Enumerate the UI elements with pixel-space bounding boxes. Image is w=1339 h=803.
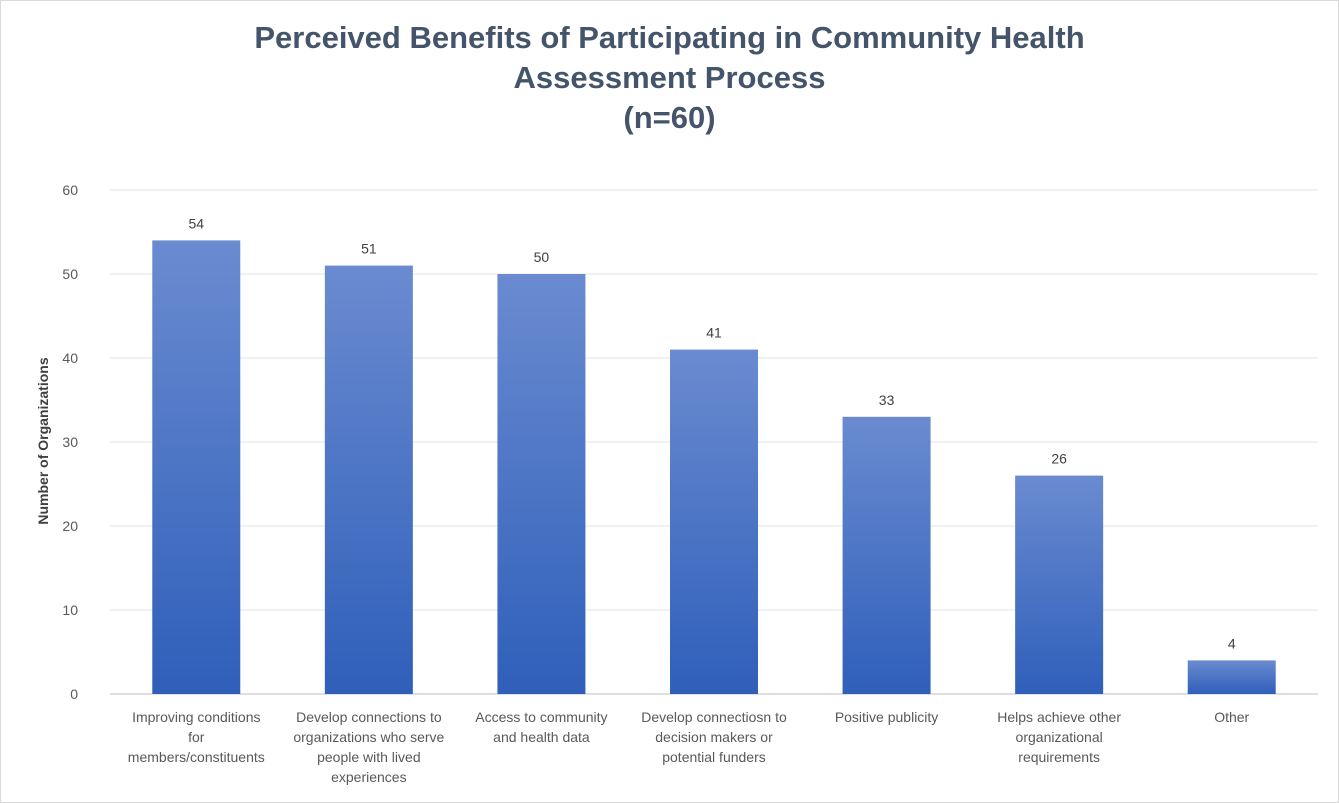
x-tick-label: Positive publicity [835,709,939,725]
y-tick-label: 50 [62,266,78,282]
bar [842,416,931,694]
y-tick-label: 10 [62,602,78,618]
x-tick-label: Other [1214,709,1249,725]
chart-title: Perceived Benefits of Participating in C… [0,18,1339,138]
data-label: 50 [534,249,550,265]
bar [324,265,413,694]
y-tick-label: 60 [62,182,78,198]
x-tick-label: and health data [493,729,590,745]
data-label: 51 [361,241,377,257]
y-tick-label: 40 [62,350,78,366]
chart-title-line-1: Perceived Benefits of Participating in C… [254,20,1085,55]
x-tick-label: requirements [1018,749,1100,765]
x-tick-label: Helps achieve other [997,709,1121,725]
data-label: 33 [879,392,895,408]
data-label: 26 [1051,451,1067,467]
x-tick-label: potential funders [662,749,766,765]
chart-title-line-2: Assessment Process [513,60,826,95]
y-axis-ticks: 0 10 20 30 40 50 60 [62,182,78,702]
data-label: 41 [706,325,722,341]
chart-title-line-3: (n=60) [623,100,716,135]
y-tick-label: 20 [62,518,78,534]
x-tick-label: people with lived [317,749,421,765]
bar [152,240,241,694]
data-label: 54 [188,215,204,231]
x-tick-label: decision makers or [655,729,773,745]
x-tick-label: members/constituents [128,749,265,765]
x-tick-label: experiences [331,769,407,785]
x-tick-label: Access to community [475,709,607,725]
data-labels: 54 51 50 41 33 26 4 [188,215,1235,651]
bar [1015,475,1104,694]
x-tick-label: Improving conditions [132,709,260,725]
x-tick-label: Develop connectiosn to [641,709,787,725]
bars [152,240,1276,694]
x-tick-label: Develop connections to [296,709,442,725]
bar [1187,660,1276,694]
y-tick-label: 30 [62,434,78,450]
x-axis-labels: Improving conditions for members/constitue… [128,709,1250,785]
y-tick-label: 0 [70,686,78,702]
bar [497,274,586,694]
x-tick-label: for [188,729,205,745]
x-tick-label: organizational [1016,729,1103,745]
data-label: 4 [1228,635,1236,651]
x-tick-label: organizations who serve [293,729,444,745]
bar [670,349,758,694]
y-axis-title: Number of Organizations [35,357,51,524]
